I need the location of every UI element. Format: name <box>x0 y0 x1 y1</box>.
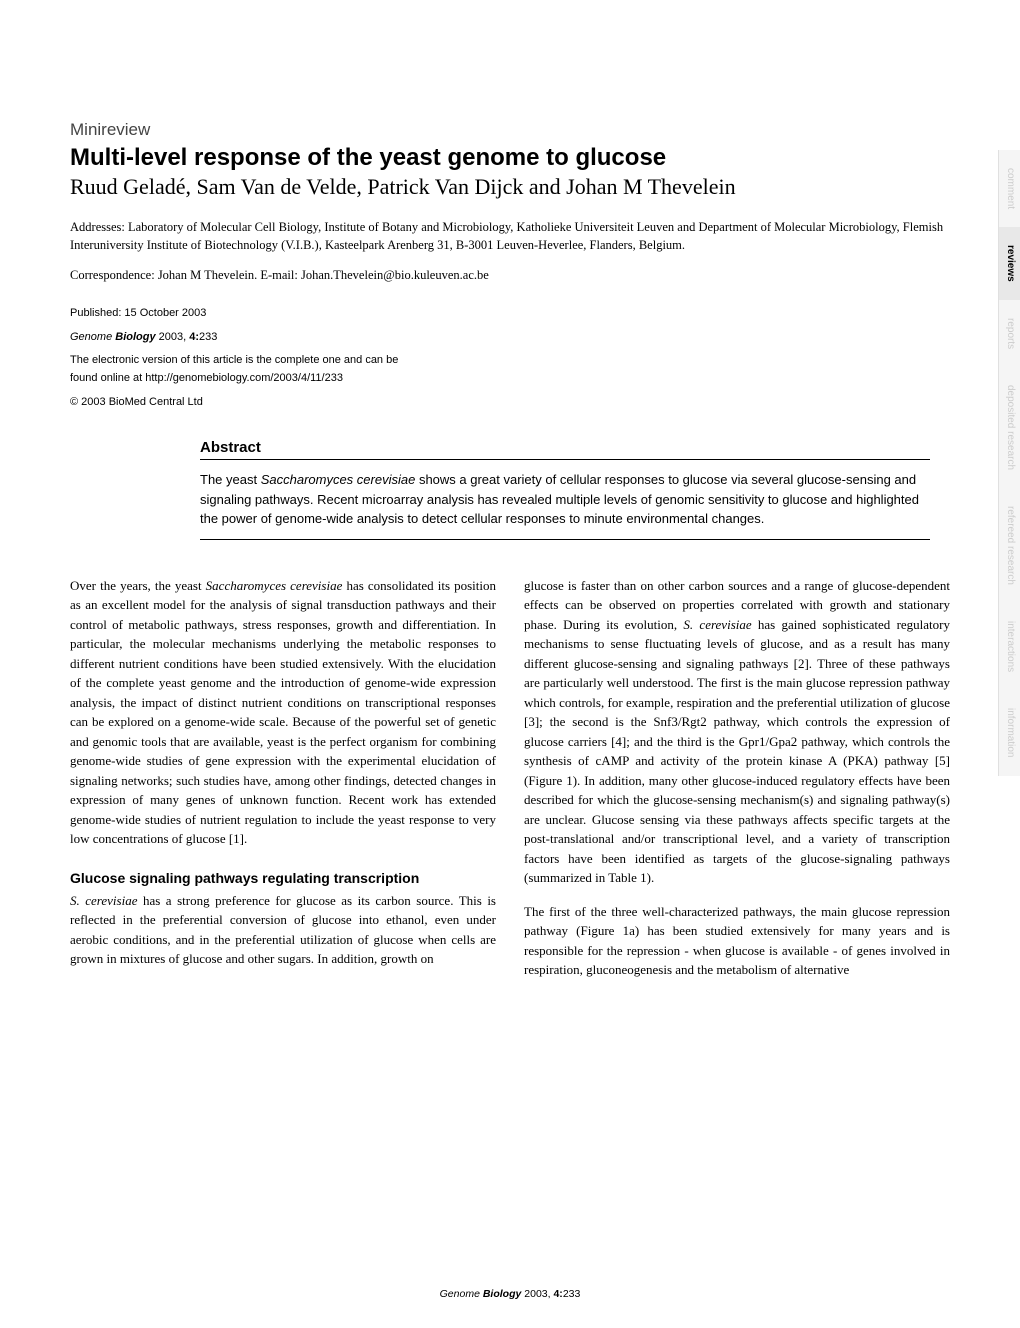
article-addresses: Addresses: Laboratory of Molecular Cell … <box>70 218 950 254</box>
tab-reports: reports <box>998 300 1020 367</box>
column-right: glucose is faster than on other carbon s… <box>524 576 950 980</box>
article-title: Multi-level response of the yeast genome… <box>70 144 950 172</box>
tab-information: information <box>998 690 1020 775</box>
article-authors: Ruud Geladé, Sam Van de Velde, Patrick V… <box>70 174 950 200</box>
article-category: Minireview <box>70 120 950 140</box>
col1-p1-post: has consolidated its position as an exce… <box>70 578 496 847</box>
tab-refereed: refereed research <box>998 488 1020 603</box>
citation-journal: Genome <box>70 331 115 343</box>
electronic-note-1: The electronic version of this article i… <box>70 352 950 370</box>
body-columns: Over the years, the yeast Saccharomyces … <box>70 576 950 980</box>
tab-reviews: reviews <box>998 227 1020 300</box>
col1-p1-ital: Saccharomyces cerevisiae <box>206 578 343 593</box>
footer-journal-bold: Biology <box>483 1288 522 1300</box>
abstract-heading: Abstract <box>200 439 930 460</box>
col1-p2-ital: S. cerevisiae <box>70 893 137 908</box>
published-date: Published: 15 October 2003 <box>70 305 950 323</box>
citation: Genome Biology 2003, 4:233 <box>70 329 950 347</box>
tab-comment: comment <box>998 150 1020 227</box>
tab-deposited: deposited research <box>998 367 1020 488</box>
footer-journal: Genome <box>440 1288 483 1300</box>
col1-p2: S. cerevisiae has a strong preference fo… <box>70 891 496 969</box>
copyright: © 2003 BioMed Central Ltd <box>70 394 950 412</box>
footer-rest: 2003, <box>521 1288 553 1300</box>
abstract-text: The yeast Saccharomyces cerevisiae shows… <box>200 470 930 540</box>
footer-page: 233 <box>563 1288 581 1300</box>
tab-interactions: interactions <box>998 603 1020 690</box>
abstract-block: Abstract The yeast Saccharomyces cerevis… <box>200 439 930 540</box>
publication-block: Published: 15 October 2003 Genome Biolog… <box>70 305 950 411</box>
citation-journal-bold: Biology <box>115 331 155 343</box>
article-correspondence: Correspondence: Johan M Thevelein. E-mai… <box>70 268 950 283</box>
electronic-note-2: found online at http://genomebiology.com… <box>70 370 950 388</box>
footer-vol: 4: <box>553 1288 562 1300</box>
citation-rest: 2003, <box>156 331 190 343</box>
column-left: Over the years, the yeast Saccharomyces … <box>70 576 496 980</box>
citation-vol: 4: <box>189 331 199 343</box>
abstract-pre: The yeast <box>200 472 261 487</box>
section-heading: Glucose signaling pathways regulating tr… <box>70 869 496 887</box>
col2-p1-ital: S. cerevisiae <box>683 617 751 632</box>
side-tabs: comment reviews reports deposited resear… <box>998 150 1020 776</box>
page-footer: Genome Biology 2003, 4:233 <box>0 1288 1020 1300</box>
col1-p1-pre: Over the years, the yeast <box>70 578 206 593</box>
abstract-ital: Saccharomyces cerevisiae <box>261 472 416 487</box>
col2-p1-post: has gained sophisticated regulatory mech… <box>524 617 950 886</box>
col2-p2: The first of the three well-characterize… <box>524 902 950 980</box>
citation-page: 233 <box>199 331 217 343</box>
col2-p1: glucose is faster than on other carbon s… <box>524 576 950 888</box>
col1-p1: Over the years, the yeast Saccharomyces … <box>70 576 496 849</box>
